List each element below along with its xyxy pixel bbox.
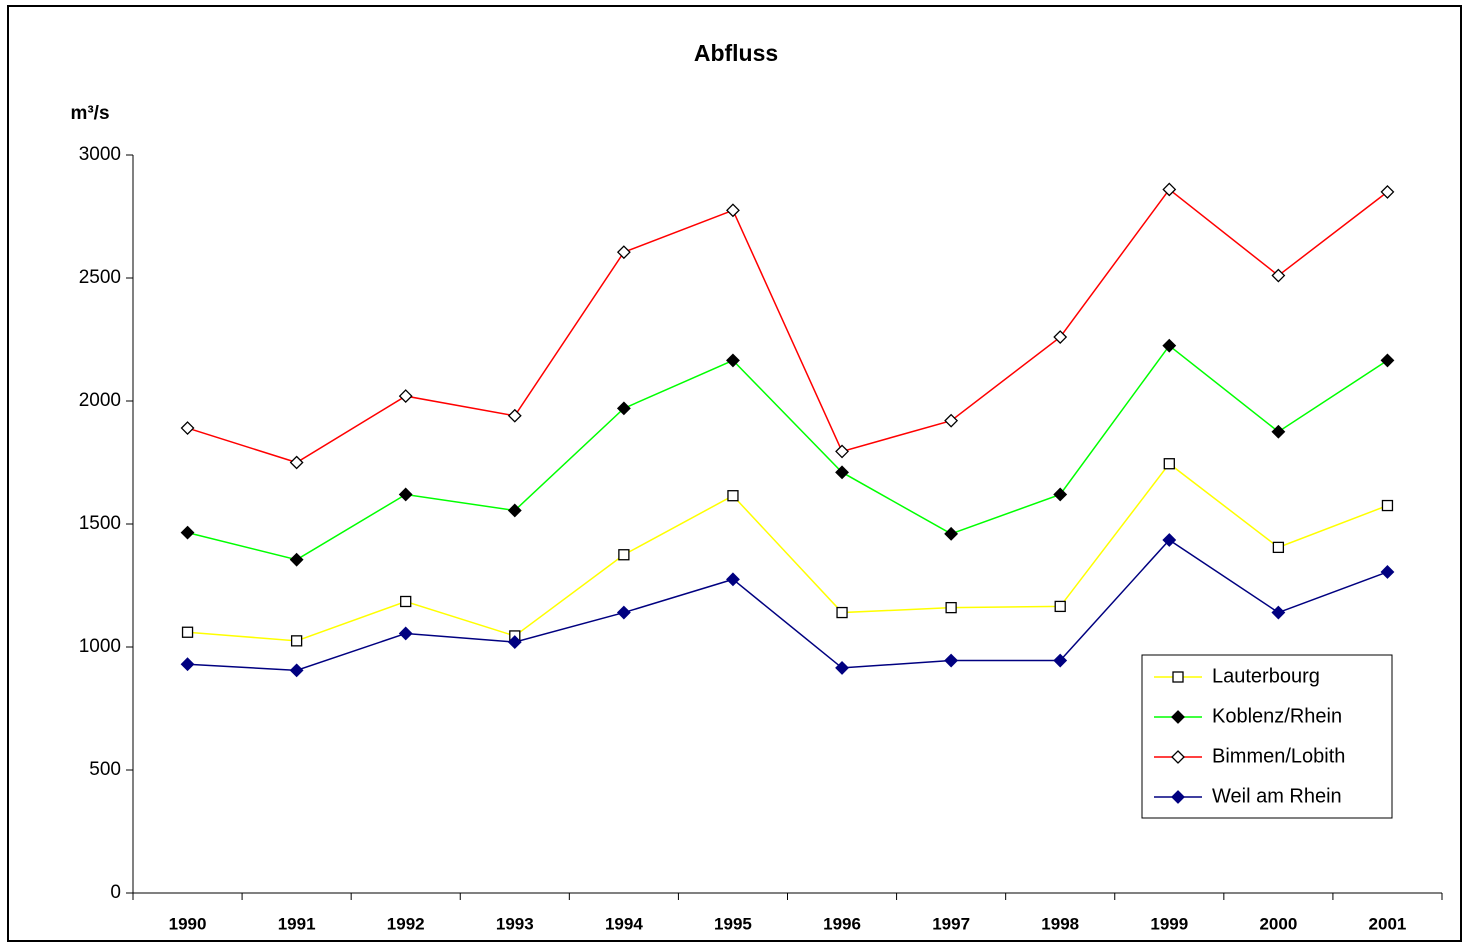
- data-point: [1163, 458, 1175, 470]
- data-point: [507, 408, 522, 423]
- data-point: [290, 635, 303, 647]
- data-point: [616, 605, 631, 620]
- y-tick-label: 500: [89, 759, 121, 780]
- data-point: [1162, 533, 1177, 547]
- data-point: [1380, 184, 1395, 199]
- data-point: [726, 353, 740, 368]
- data-point: [944, 526, 959, 541]
- x-tick-label: 1997: [932, 914, 970, 933]
- x-tick-label: 1996: [823, 914, 861, 933]
- y-tick-label: 1500: [79, 513, 121, 534]
- data-point: [618, 549, 630, 561]
- legend-marker: [1172, 671, 1184, 683]
- legend-box: [1141, 654, 1393, 819]
- legend-marker: [1171, 750, 1185, 764]
- x-tick-label: 1991: [278, 914, 316, 933]
- data-point: [835, 444, 849, 459]
- data-point: [1381, 499, 1394, 512]
- series-line: [187, 344, 1388, 561]
- data-point: [1380, 565, 1395, 579]
- data-point: [944, 413, 959, 428]
- x-tick-label: 1993: [496, 914, 534, 933]
- legend-label: Lauterbourg: [1212, 665, 1320, 687]
- series-line: [187, 539, 1388, 672]
- data-point: [398, 626, 413, 641]
- data-point: [1271, 605, 1286, 620]
- data-point: [835, 465, 849, 480]
- data-point: [1380, 353, 1395, 368]
- data-point: [180, 421, 195, 435]
- data-point: [180, 525, 195, 540]
- y-tick-label: 2500: [79, 267, 121, 288]
- legend-marker: [1171, 710, 1185, 724]
- x-tick-label: 1999: [1150, 914, 1188, 933]
- legend-label: Bimmen/Lobith: [1212, 745, 1345, 767]
- legend-marker: [1171, 790, 1185, 804]
- data-point: [398, 487, 413, 502]
- series-line: [187, 188, 1388, 464]
- data-point: [507, 635, 522, 649]
- data-point: [1162, 338, 1177, 353]
- data-point: [181, 626, 194, 638]
- data-point: [1053, 330, 1068, 344]
- data-point: [835, 660, 849, 675]
- y-tick-label: 2000: [79, 390, 121, 411]
- data-point: [726, 203, 740, 218]
- legend-label: Weil am Rhein: [1212, 785, 1342, 807]
- data-point: [1271, 268, 1286, 283]
- data-point: [289, 455, 304, 470]
- data-point: [1053, 487, 1068, 502]
- data-point: [1271, 424, 1286, 439]
- x-tick-label: 1990: [169, 914, 207, 933]
- data-point: [180, 657, 195, 672]
- data-point: [400, 595, 412, 608]
- x-tick-label: 2000: [1259, 914, 1297, 933]
- data-point: [836, 606, 848, 619]
- data-point: [726, 572, 740, 587]
- y-axis-label: m³/s: [70, 103, 109, 124]
- y-tick-label: 1000: [79, 636, 121, 657]
- data-point: [727, 490, 739, 502]
- x-tick-label: 1992: [387, 914, 425, 933]
- data-point: [507, 503, 522, 518]
- data-point: [945, 601, 957, 614]
- x-tick-label: 1995: [714, 914, 752, 933]
- y-tick-label: 3000: [79, 144, 121, 165]
- x-tick-label: 1994: [605, 914, 643, 933]
- data-point: [1054, 600, 1066, 613]
- data-point: [289, 552, 304, 567]
- data-point: [398, 389, 413, 403]
- data-point: [1272, 541, 1285, 554]
- x-tick-label: 1998: [1041, 914, 1079, 933]
- data-point: [944, 653, 959, 668]
- y-tick-label: 0: [110, 882, 121, 903]
- data-point: [1162, 182, 1177, 197]
- data-point: [289, 663, 304, 678]
- series-line: [187, 462, 1388, 642]
- data-point: [616, 401, 631, 416]
- legend-label: Koblenz/Rhein: [1212, 705, 1342, 727]
- data-point: [616, 245, 631, 260]
- data-point: [1053, 653, 1068, 668]
- x-tick-label: 2001: [1369, 914, 1407, 933]
- chart-title: Abfluss: [694, 40, 778, 66]
